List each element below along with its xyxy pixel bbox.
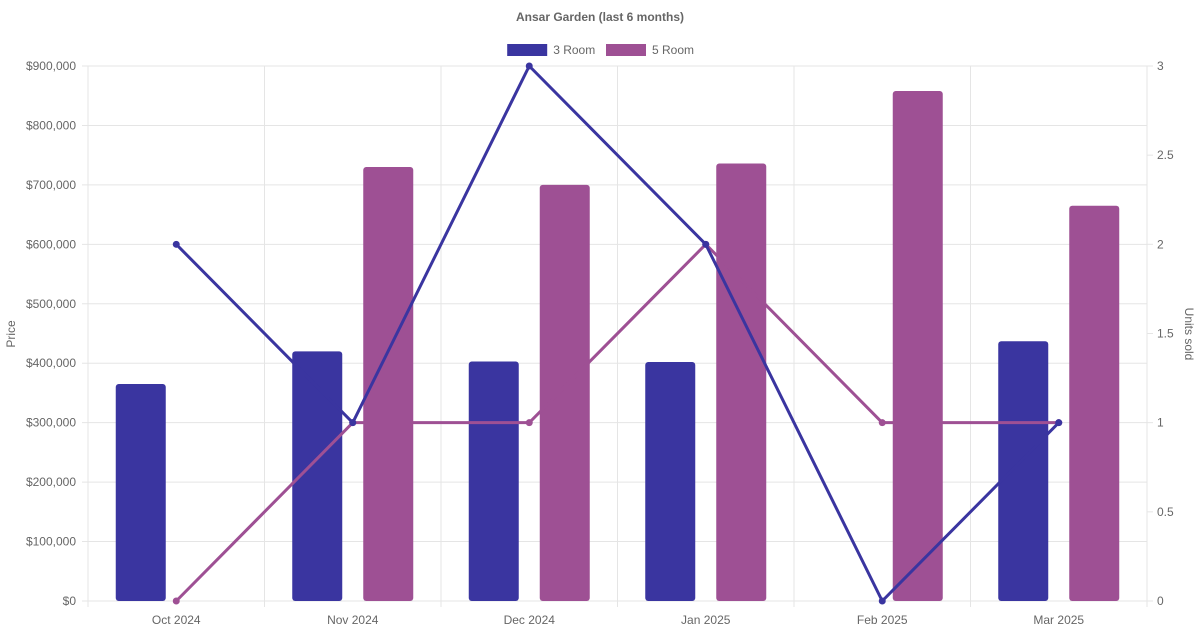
y2-tick-label: 1 — [1157, 416, 1164, 430]
bar-5-room — [892, 90, 943, 601]
chart-title: Ansar Garden (last 6 months) — [516, 10, 684, 24]
y2-tick-label: 1.5 — [1157, 327, 1174, 341]
y-tick-label: $200,000 — [26, 475, 76, 489]
y2-tick-label: 3 — [1157, 59, 1164, 73]
point-3-room — [172, 240, 180, 248]
legend-label: 5 Room — [652, 43, 694, 57]
point-5-room — [525, 419, 533, 427]
bar-5-room — [716, 163, 767, 601]
y-tick-label: $500,000 — [26, 297, 76, 311]
point-5-room — [878, 419, 886, 427]
point-5-room — [172, 597, 180, 605]
y-tick-label: $300,000 — [26, 416, 76, 430]
y2-tick-label: 0 — [1157, 594, 1164, 608]
point-3-room — [702, 240, 710, 248]
lines-layer — [172, 62, 1063, 605]
y-axis-label: Price — [4, 320, 18, 348]
bar-3-room — [292, 351, 343, 601]
y-tick-label: $600,000 — [26, 237, 76, 251]
bar-3-room — [468, 361, 519, 601]
legend-swatch — [507, 44, 548, 56]
x-tick-label: Oct 2024 — [152, 613, 201, 627]
x-tick-label: Dec 2024 — [504, 613, 556, 627]
x-tick-label: Mar 2025 — [1033, 613, 1084, 627]
bar-5-room — [363, 167, 414, 602]
bar-5-room — [1069, 205, 1120, 601]
y-tick-label: $800,000 — [26, 118, 76, 132]
y2-tick-label: 2 — [1157, 237, 1164, 251]
y-tick-label: $900,000 — [26, 59, 76, 73]
legend-label: 3 Room — [553, 43, 595, 57]
x-tick-label: Jan 2025 — [681, 613, 731, 627]
y2-tick-label: 2.5 — [1157, 148, 1174, 162]
y-tick-label: $0 — [63, 594, 77, 608]
x-tick-label: Nov 2024 — [327, 613, 379, 627]
legend-swatch — [606, 44, 646, 56]
legend[interactable]: 3 Room 5 Room — [507, 43, 694, 57]
line-5-room — [175, 242, 1059, 603]
point-3-room — [525, 62, 533, 70]
point-3-room — [1055, 419, 1063, 427]
line-3-room — [175, 64, 1060, 603]
point-3-room — [349, 419, 357, 427]
y2-axis-label: Units sold — [1182, 308, 1196, 361]
x-tick-label: Feb 2025 — [857, 613, 908, 627]
y-tick-label: $100,000 — [26, 535, 76, 549]
grid-layer — [82, 65, 1153, 607]
bar-5-room — [539, 184, 590, 601]
y-tick-label: $400,000 — [26, 356, 76, 370]
bar-3-room — [998, 341, 1049, 601]
y2-tick-label: 0.5 — [1157, 505, 1174, 519]
y-tick-label: $700,000 — [26, 178, 76, 192]
point-3-room — [878, 597, 886, 605]
bar-3-room — [645, 362, 696, 601]
bar-3-room — [115, 384, 166, 601]
axis-layer: $0 $100,000 $200,000 $300,000 $400,000 $500,0… — [26, 59, 1174, 627]
bars-layer — [115, 90, 1120, 602]
